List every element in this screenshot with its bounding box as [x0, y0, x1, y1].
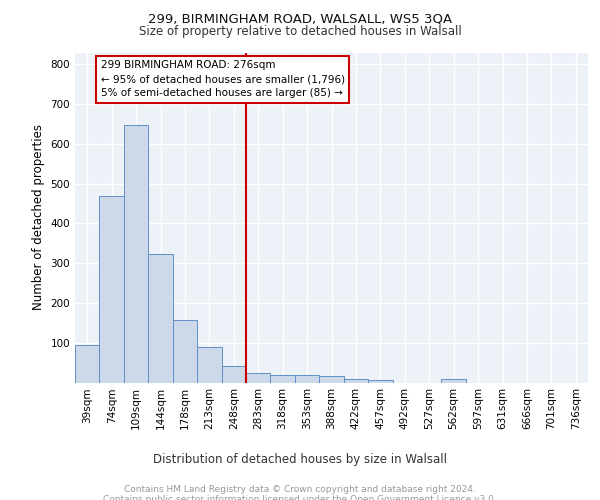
Text: Contains HM Land Registry data © Crown copyright and database right 2024.
Contai: Contains HM Land Registry data © Crown c… [103, 485, 497, 500]
Text: Size of property relative to detached houses in Walsall: Size of property relative to detached ho… [139, 25, 461, 38]
Bar [246, 372, 271, 382]
Bar [271, 374, 295, 382]
Y-axis label: Number of detached properties: Number of detached properties [32, 124, 45, 310]
Text: 299, BIRMINGHAM ROAD, WALSALL, WS5 3QA: 299, BIRMINGHAM ROAD, WALSALL, WS5 3QA [148, 12, 452, 26]
Bar [197, 346, 221, 382]
Bar [173, 320, 197, 382]
Bar [75, 344, 100, 383]
Bar [295, 374, 319, 382]
Bar [148, 254, 173, 382]
Bar [100, 196, 124, 382]
Text: Distribution of detached houses by size in Walsall: Distribution of detached houses by size … [153, 452, 447, 466]
Bar [344, 378, 368, 382]
Bar [368, 380, 392, 382]
Bar [124, 125, 148, 382]
Bar [319, 376, 344, 382]
Text: 299 BIRMINGHAM ROAD: 276sqm
← 95% of detached houses are smaller (1,796)
5% of s: 299 BIRMINGHAM ROAD: 276sqm ← 95% of det… [101, 60, 345, 98]
Bar [221, 366, 246, 382]
Bar [442, 378, 466, 382]
